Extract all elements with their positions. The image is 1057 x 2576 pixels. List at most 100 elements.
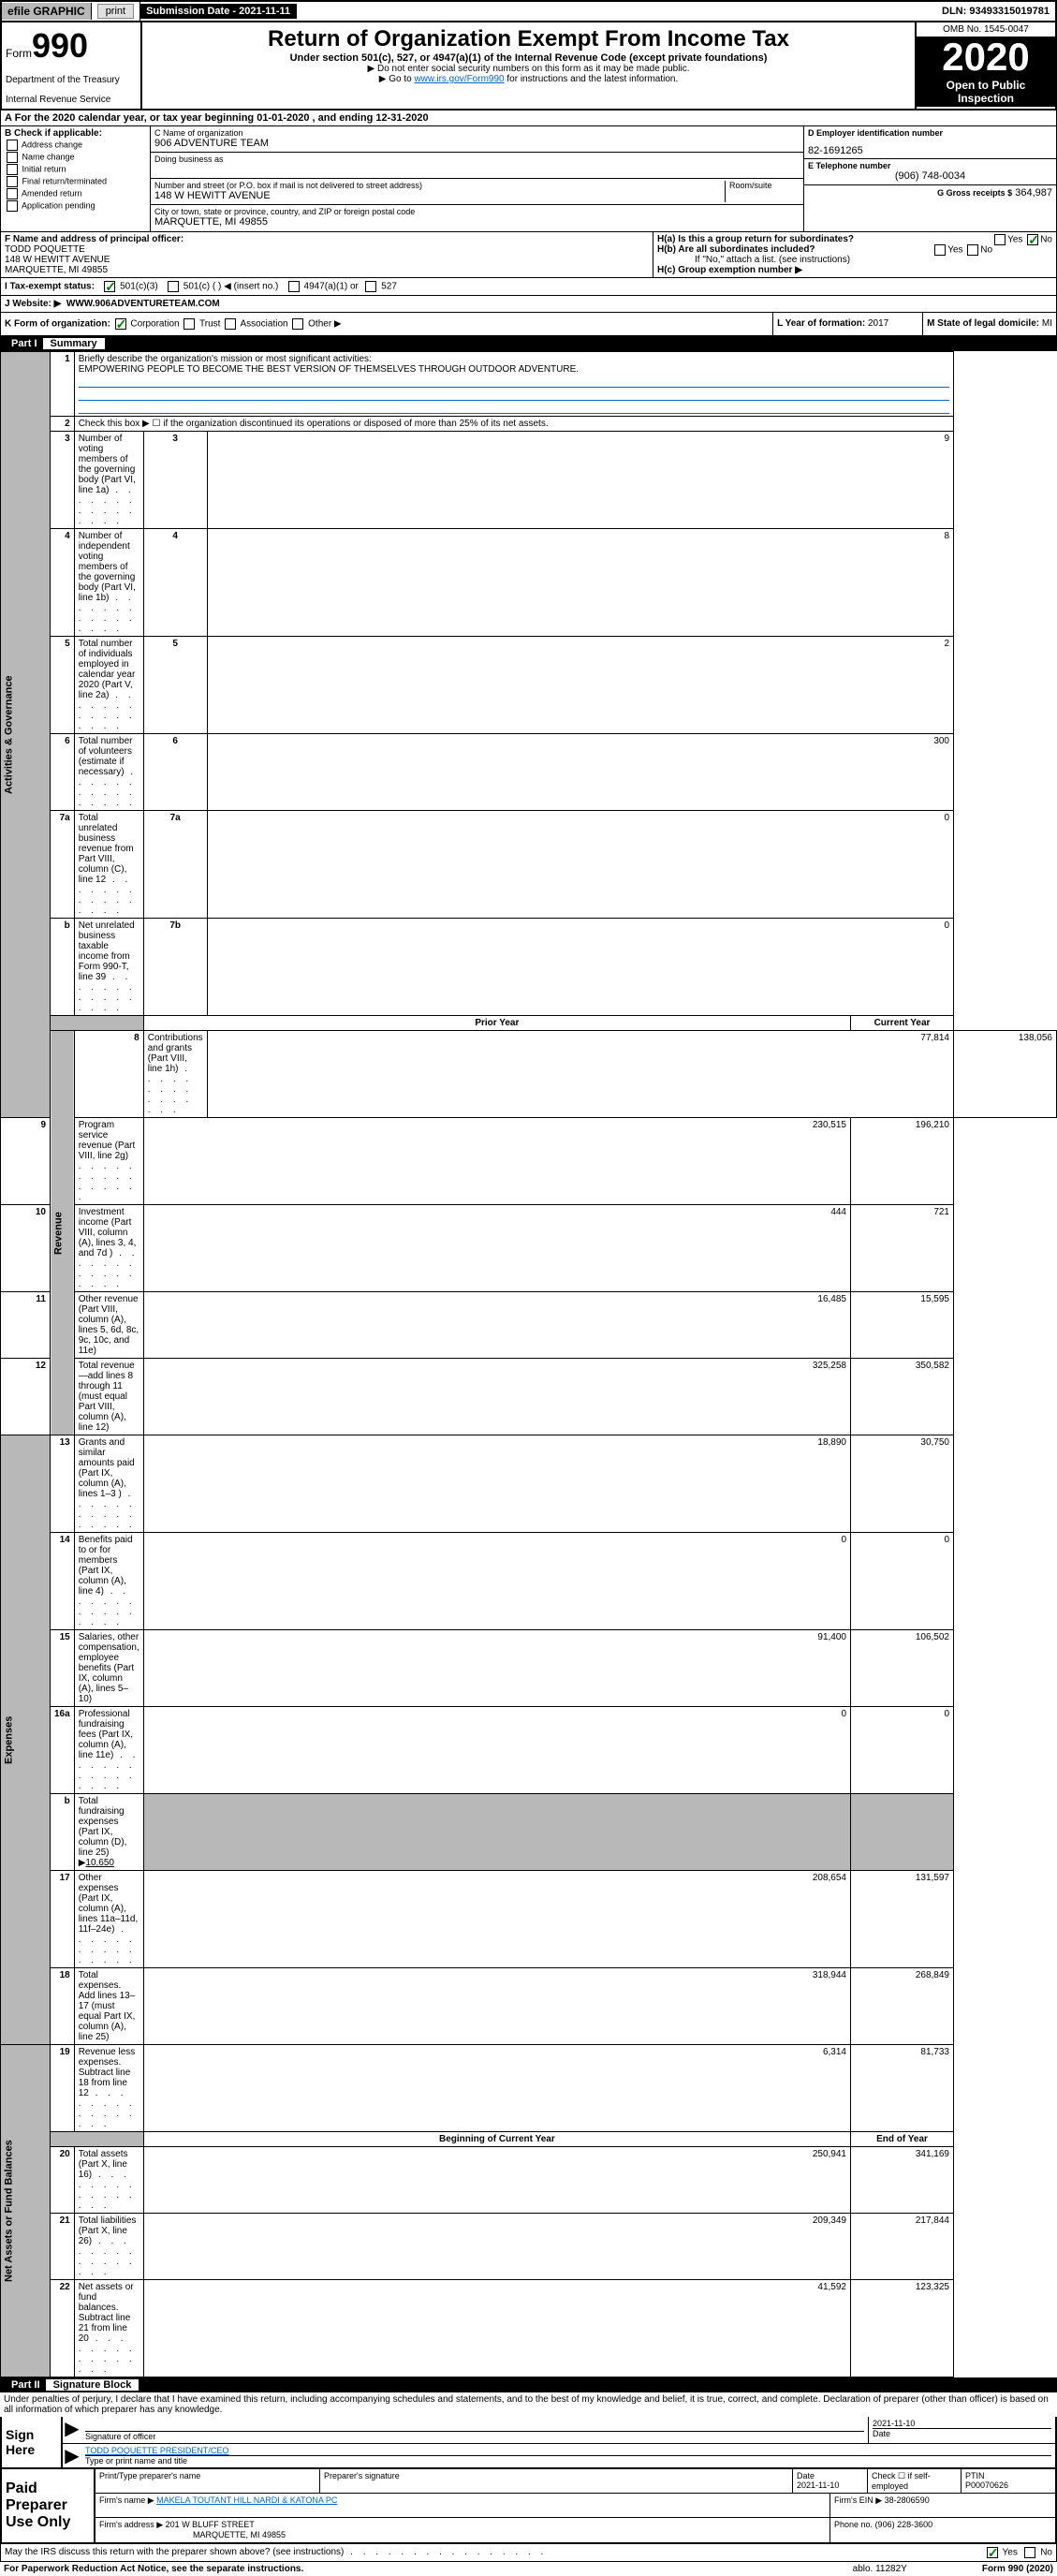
preparer-block: Paid Preparer Use Only Print/Type prepar… bbox=[0, 2469, 1057, 2544]
officer-name: TODD POQUETTE bbox=[5, 244, 649, 255]
hb-row: H(b) Are all subordinates included? Yes … bbox=[657, 244, 1052, 255]
l7a: Total unrelated business revenue from Pa… bbox=[74, 811, 143, 919]
chk-assoc[interactable] bbox=[225, 318, 236, 330]
c11: 15,595 bbox=[851, 1292, 954, 1359]
box-klm: K Form of organization: Corporation Trus… bbox=[0, 313, 1057, 336]
box-h: H(a) Is this a group return for subordin… bbox=[653, 232, 1056, 277]
info-grid: B Check if applicable: Address change Na… bbox=[0, 126, 1057, 232]
l22: Net assets or fund balances. Subtract li… bbox=[74, 2280, 143, 2377]
officer-name-link[interactable]: TODD POQUETTE PRESIDENT/CEO bbox=[85, 2446, 228, 2455]
part1-header: Part I Summary bbox=[0, 336, 1057, 351]
part1-title: Summary bbox=[43, 338, 105, 349]
form-note1: ▶ Do not enter social security numbers o… bbox=[146, 64, 911, 74]
pra-notice: For Paperwork Reduction Act Notice, see … bbox=[4, 2564, 303, 2574]
p21: 209,349 bbox=[143, 2214, 850, 2280]
penalty-text: Under penalties of perjury, I declare th… bbox=[0, 2392, 1057, 2417]
chk-pending[interactable]: Application pending bbox=[5, 200, 146, 212]
part1-num: Part I bbox=[6, 338, 43, 349]
sig-name: TODD POQUETTE PRESIDENT/CEOType or print… bbox=[81, 2444, 1055, 2467]
hdr-prior: Prior Year bbox=[143, 1016, 850, 1031]
chk-527[interactable] bbox=[365, 281, 376, 292]
org-name: 906 ADVENTURE TEAM bbox=[154, 138, 800, 149]
discuss-question: May the IRS discuss this return with the… bbox=[5, 2547, 547, 2558]
firm-phone: Phone no. (906) 228-3600 bbox=[830, 2518, 1055, 2542]
cat-no: ablo. 11282Y bbox=[853, 2564, 907, 2574]
side-netassets: Net Assets or Fund Balances bbox=[1, 2045, 51, 2377]
c21: 217,844 bbox=[851, 2214, 954, 2280]
note2-post: for instructions and the latest informat… bbox=[505, 74, 679, 84]
room-label: Room/suite bbox=[725, 181, 800, 202]
form-ref: Form 990 (2020) bbox=[982, 2564, 1053, 2574]
part2-header: Part II Signature Block bbox=[0, 2377, 1057, 2392]
discuss-no[interactable] bbox=[1024, 2547, 1035, 2558]
org-name-label: C Name of organization bbox=[154, 128, 800, 138]
efile-label: efile GRAPHIC bbox=[2, 3, 92, 20]
discuss-row: May the IRS discuss this return with the… bbox=[0, 2544, 1057, 2562]
sign-block: Sign Here ▶ Signature of officer 2021-11… bbox=[0, 2417, 1057, 2469]
box-k: K Form of organization: Corporation Trus… bbox=[1, 313, 773, 335]
chk-address[interactable]: Address change bbox=[5, 140, 146, 151]
dln: DLN: 93493315019781 bbox=[936, 4, 1055, 19]
top-bar: efile GRAPHIC print Submission Date - 20… bbox=[0, 0, 1057, 22]
l14: Benefits paid to or for members (Part IX… bbox=[74, 1533, 143, 1630]
chk-initial[interactable]: Initial return bbox=[5, 164, 146, 175]
hdr-curr: Current Year bbox=[851, 1016, 954, 1031]
fgh-grid: F Name and address of principal officer:… bbox=[0, 232, 1057, 278]
l6: Total number of volunteers (estimate if … bbox=[74, 734, 143, 811]
v7a: 0 bbox=[207, 811, 953, 919]
c18: 268,849 bbox=[851, 1968, 954, 2045]
addr-row: Number and street (or P.O. box if mail i… bbox=[151, 179, 803, 205]
sig-arrow-icon2: ▶ bbox=[63, 2444, 81, 2467]
irs-link[interactable]: www.irs.gov/Form990 bbox=[414, 74, 504, 84]
print-button[interactable]: print bbox=[97, 4, 134, 19]
v3: 9 bbox=[207, 432, 953, 529]
c20: 341,169 bbox=[851, 2147, 954, 2214]
header-mid: Return of Organization Exempt From Incom… bbox=[142, 22, 915, 109]
l17: Other expenses (Part IX, column (A), lin… bbox=[74, 1871, 143, 1968]
l20: Total assets (Part X, line 16) bbox=[74, 2147, 143, 2214]
v6: 300 bbox=[207, 734, 953, 811]
chk-amended[interactable]: Amended return bbox=[5, 188, 146, 199]
ha-row: H(a) Is this a group return for subordin… bbox=[657, 234, 1052, 244]
c19: 81,733 bbox=[851, 2045, 954, 2132]
p18: 318,944 bbox=[143, 1968, 850, 2045]
tax-status-label: I Tax-exempt status: bbox=[5, 282, 95, 292]
p9: 230,515 bbox=[143, 1118, 850, 1205]
form-word: Form bbox=[6, 47, 32, 60]
firm-name: Firm's name ▶ MAKELA TOUTANT HILL NARDI … bbox=[95, 2494, 830, 2517]
part2-num: Part II bbox=[6, 2379, 46, 2391]
chk-final[interactable]: Final return/terminated bbox=[5, 176, 146, 187]
discuss-yes[interactable] bbox=[987, 2547, 998, 2558]
v4: 8 bbox=[207, 529, 953, 637]
v5: 2 bbox=[207, 637, 953, 734]
side-expenses: Expenses bbox=[1, 1435, 51, 2045]
l13: Grants and similar amounts paid (Part IX… bbox=[74, 1435, 143, 1533]
chk-name[interactable]: Name change bbox=[5, 152, 146, 163]
sig-arrow-icon: ▶ bbox=[63, 2417, 81, 2443]
firm-link[interactable]: MAKELA TOUTANT HILL NARDI & KATONA PC bbox=[156, 2495, 337, 2505]
side-activities: Activities & Governance bbox=[1, 352, 51, 1118]
l11: Other revenue (Part VIII, column (A), li… bbox=[74, 1292, 143, 1359]
print-cell: print bbox=[92, 2, 140, 21]
header-right: OMB No. 1545-0047 2020 Open to PublicIns… bbox=[915, 22, 1055, 109]
chk-corp[interactable] bbox=[115, 318, 126, 330]
p22: 41,592 bbox=[143, 2280, 850, 2377]
part2-title: Signature Block bbox=[46, 2379, 139, 2391]
p13: 18,890 bbox=[143, 1435, 850, 1533]
chk-trust[interactable] bbox=[184, 318, 195, 330]
chk-other[interactable] bbox=[292, 318, 303, 330]
chk-4947[interactable] bbox=[288, 281, 300, 292]
addr-label: Number and street (or P.O. box if mail i… bbox=[154, 181, 725, 190]
chk-501c[interactable] bbox=[168, 281, 179, 292]
hc-row: H(c) Group exemption number ▶ bbox=[657, 265, 1052, 275]
prep-date: Date2021-11-10 bbox=[793, 2469, 868, 2493]
phone-label: E Telephone number bbox=[808, 161, 1052, 170]
dba-label: Doing business as bbox=[154, 155, 800, 164]
firm-ein: Firm's EIN ▶ 38-2806590 bbox=[830, 2494, 1055, 2517]
l16a: Professional fundraising fees (Part IX, … bbox=[74, 1707, 143, 1794]
officer-label: F Name and address of principal officer: bbox=[5, 234, 649, 244]
chk-501c3[interactable] bbox=[104, 281, 115, 292]
c22: 123,325 bbox=[851, 2280, 954, 2377]
tax-period: A For the 2020 calendar year, or tax yea… bbox=[0, 110, 1057, 126]
gross-label: G Gross receipts $ bbox=[937, 188, 1012, 198]
